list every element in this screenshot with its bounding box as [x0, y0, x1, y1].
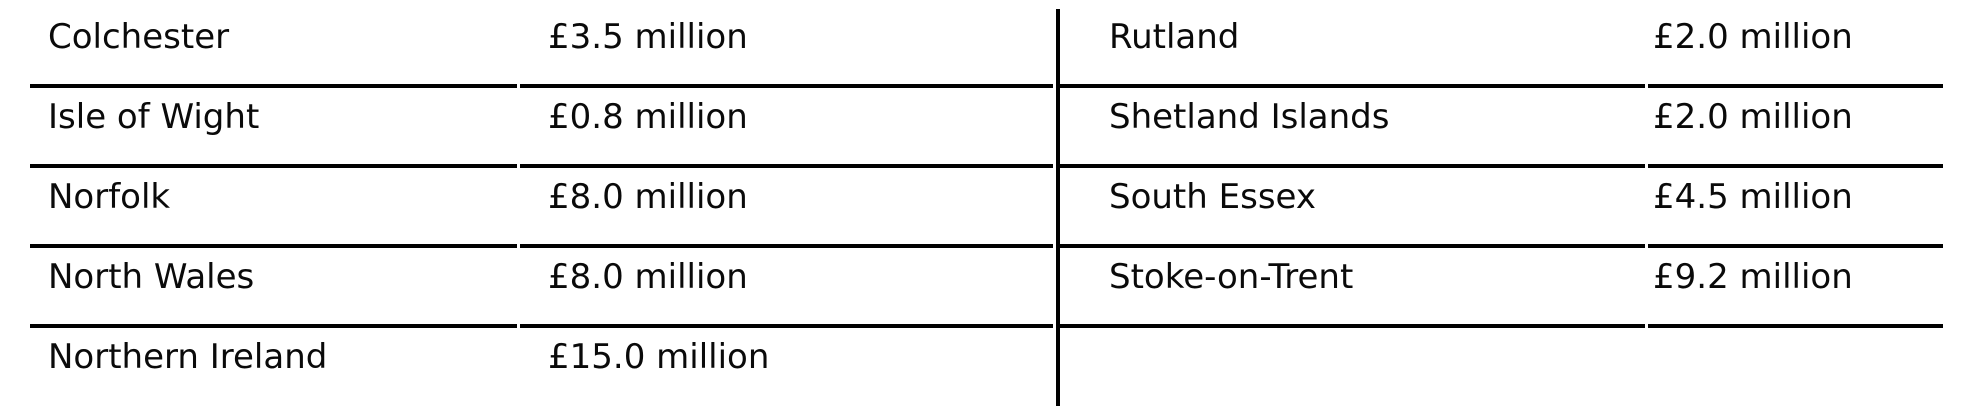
table-row: Norfolk £8.0 million	[30, 168, 1053, 248]
amount-cell: £2.0 million	[1648, 8, 1943, 88]
amount-cell	[1648, 328, 1943, 408]
region-name-cell: Northern Ireland	[48, 337, 328, 377]
table-row: Stoke-on-Trent £9.2 million	[1060, 248, 1943, 328]
amount-cell: £3.5 million	[520, 8, 1053, 88]
vertical-divider	[1056, 9, 1060, 406]
region-name-cell	[1060, 328, 1645, 408]
amount-cell: £0.8 million	[520, 88, 1053, 168]
table-row	[1060, 328, 1943, 408]
table-row: Shetland Islands £2.0 million	[1060, 88, 1943, 168]
right-table-panel: Rutland £2.0 million Shetland Islands £2…	[1060, 8, 1943, 408]
region-name-cell: Norfolk	[30, 168, 517, 248]
table-row: North Wales £8.0 million	[30, 248, 1053, 328]
region-name-cell: Rutland	[1060, 8, 1645, 88]
amount-cell: £8.0 million	[520, 248, 1053, 328]
region-name-cell: Colchester	[30, 8, 517, 88]
table-row: Isle of Wight £0.8 million	[30, 88, 1053, 168]
region-name-cell: Shetland Islands	[1060, 88, 1645, 168]
region-name-cell: North Wales	[30, 248, 517, 328]
table-row: Colchester £3.5 million	[30, 8, 1053, 88]
amount-cell: £8.0 million	[520, 168, 1053, 248]
region-name-cell: South Essex	[1060, 168, 1645, 248]
amount-cell: £4.5 million	[1648, 168, 1943, 248]
table-row: Rutland £2.0 million	[1060, 8, 1943, 88]
table-row: Northern Ireland £15.0 million	[30, 328, 1053, 408]
table-row: South Essex £4.5 million	[1060, 168, 1943, 248]
region-name-cell: Stoke-on-Trent	[1060, 248, 1645, 328]
left-table-panel: Colchester £3.5 million Isle of Wight £0…	[30, 8, 1053, 408]
amount-cell: £9.2 million	[1648, 248, 1943, 328]
amount-cell: £2.0 million	[1648, 88, 1943, 168]
region-name-cell: Isle of Wight	[30, 88, 517, 168]
amount-cell: £15.0 million	[548, 337, 770, 377]
